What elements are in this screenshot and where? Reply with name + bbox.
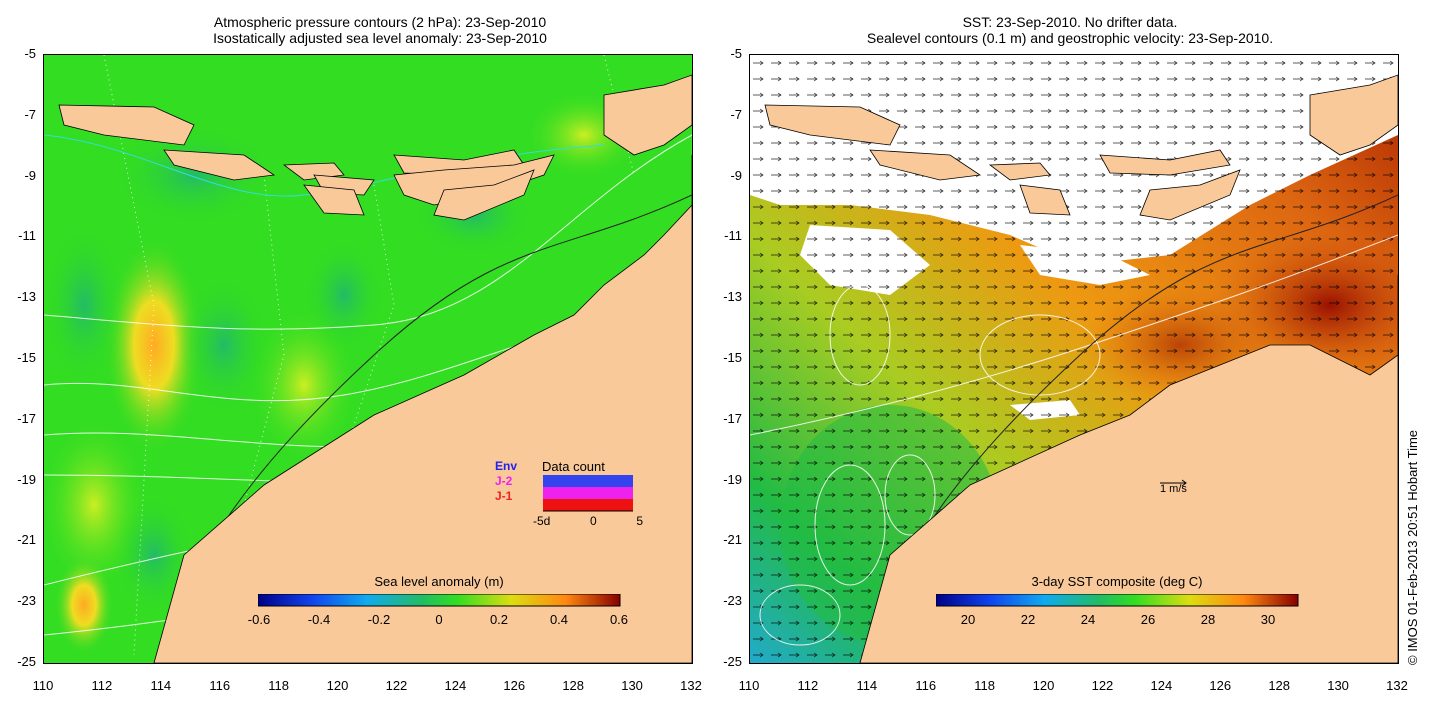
x-tick-label: 118	[974, 678, 995, 693]
x-tick-label: 122	[1091, 678, 1114, 693]
y-tick-label: -19	[723, 471, 742, 487]
y-tick-label: -9	[730, 167, 742, 183]
y-tick-label: -11	[18, 228, 36, 244]
x-tick-label: 122	[385, 678, 408, 693]
x-tick-label: 126	[503, 678, 526, 693]
sea-level-colorbar-label: Sea level anomaly (m)	[374, 574, 504, 589]
left-map-title: Atmospheric pressure contours (2 hPa): 2…	[213, 14, 547, 46]
x-tick-label: 130	[1327, 678, 1349, 693]
colorbar-tick-label: -0.4	[307, 612, 331, 627]
colorbar-tick-label: -0.6	[247, 612, 271, 627]
x-tick-label: 128	[1268, 678, 1291, 693]
credit-text: © IMOS 01-Feb-2013 20:51 Hobart Time	[1405, 429, 1420, 665]
y-tick-label: -21	[723, 532, 742, 548]
scale-arrow-label: 1 m/s	[1160, 483, 1187, 495]
x-tick-label: 110	[738, 678, 760, 693]
y-tick-label: -19	[17, 471, 36, 487]
x-tick-label: 114	[150, 678, 172, 693]
colorbar-tick-label: 28	[1200, 612, 1216, 627]
colorbar-tick-label: 24	[1080, 612, 1096, 627]
y-tick-label: -11	[724, 228, 742, 244]
x-tick-label: 110	[32, 678, 54, 693]
colorbar-tick-label: 30	[1260, 612, 1276, 627]
histogram-bars	[543, 475, 633, 511]
colorbar-tick-label: 22	[1020, 612, 1036, 627]
y-tick-label: -13	[17, 289, 36, 305]
x-tick-label: 116	[209, 678, 231, 693]
sea-level-colorbar	[258, 594, 621, 607]
x-tick-label: 124	[1150, 678, 1173, 693]
sst-map	[749, 54, 1399, 664]
x-tick-label: 132	[680, 678, 702, 693]
sea-level-anomaly-map	[43, 54, 693, 664]
colorbar-tick-label: 26	[1140, 612, 1156, 627]
x-tick-label: 128	[562, 678, 585, 693]
inset-x-ticks: -5d 0 5	[533, 514, 643, 528]
x-tick-label: 116	[915, 678, 937, 693]
x-tick-label: 130	[621, 678, 643, 693]
land-masses	[764, 74, 1398, 663]
x-tick-label: 112	[797, 678, 819, 693]
inset-legend: Env J-2 J-1	[495, 459, 517, 504]
legend-env: Env	[495, 459, 518, 473]
y-tick-label: -25	[17, 654, 36, 669]
right-map-title: SST: 23-Sep-2010. No drifter data. Sealev…	[866, 14, 1274, 46]
legend-j1: J-1	[495, 489, 513, 503]
x-tick-label: 118	[268, 678, 289, 693]
x-tick-label: 126	[1209, 678, 1232, 693]
y-tick-label: -7	[24, 106, 36, 122]
y-tick-label: -13	[723, 289, 742, 305]
data-count-histogram	[543, 475, 633, 512]
y-tick-label: -5	[730, 46, 742, 61]
colorbar-tick-label: 0.6	[609, 612, 629, 627]
sst-colorbar-label: 3-day SST composite (deg C)	[1031, 574, 1203, 589]
colorbar-tick-label: 0	[435, 612, 443, 627]
land-masses	[58, 74, 692, 663]
y-tick-label: -9	[24, 167, 36, 183]
x-tick-label: 120	[326, 678, 349, 693]
y-tick-label: -23	[17, 593, 36, 609]
inset-title: Data count	[542, 459, 605, 474]
y-tick-label: -21	[17, 532, 36, 548]
sealevel-contours	[750, 234, 1398, 646]
legend-j2: J-2	[495, 474, 513, 488]
y-tick-label: -17	[17, 410, 36, 426]
x-tick-label: 112	[91, 678, 113, 693]
colorbar-tick-label: 20	[960, 612, 976, 627]
y-tick-label: -17	[723, 410, 742, 426]
colorbar-tick-label: 0.2	[489, 612, 509, 627]
x-tick-label: 124	[444, 678, 467, 693]
sst-colorbar	[936, 594, 1299, 607]
colorbar-tick-label: -0.2	[367, 612, 391, 627]
x-tick-label: 114	[856, 678, 878, 693]
y-tick-label: -25	[723, 654, 742, 669]
x-tick-label: 120	[1032, 678, 1055, 693]
x-tick-label: 132	[1386, 678, 1408, 693]
y-tick-label: -7	[730, 106, 742, 122]
y-tick-label: -15	[17, 350, 36, 365]
y-tick-label: -23	[723, 593, 742, 609]
colorbar-tick-label: 0.4	[549, 612, 569, 627]
scale-arrow	[1160, 479, 1187, 487]
y-tick-label: -15	[723, 350, 742, 365]
y-tick-label: -5	[24, 46, 36, 61]
